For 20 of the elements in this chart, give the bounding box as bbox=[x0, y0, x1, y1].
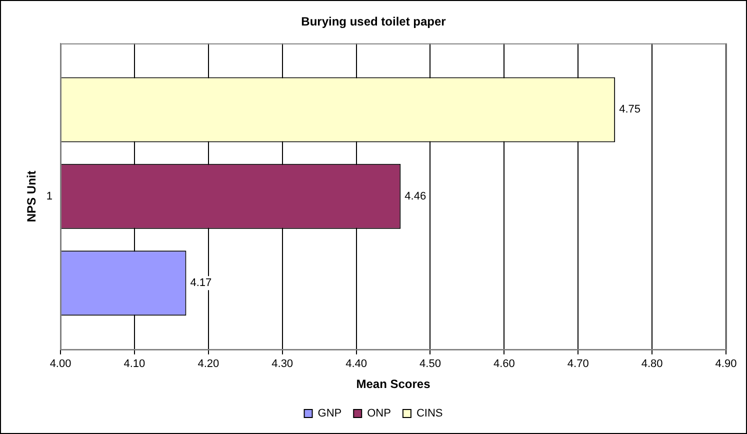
x-tick-label: 4.40 bbox=[346, 358, 367, 370]
y-tick-label: 1 bbox=[46, 190, 53, 202]
x-tick-label: 4.30 bbox=[272, 358, 294, 370]
x-tick-label: 4.90 bbox=[715, 358, 737, 370]
data-label: 4.17 bbox=[190, 277, 212, 290]
data-label: 4.75 bbox=[619, 104, 641, 116]
legend-label: GNP bbox=[318, 408, 342, 420]
x-tick-label: 4.60 bbox=[493, 358, 515, 370]
x-tick-label: 4.20 bbox=[198, 358, 220, 370]
legend-label: ONP bbox=[367, 408, 391, 420]
data-label: 4.46 bbox=[404, 190, 426, 202]
x-tick-label: 4.00 bbox=[50, 358, 72, 370]
y-axis-title: NPS Unit bbox=[24, 170, 39, 222]
x-axis-title: Mean Scores bbox=[356, 377, 431, 392]
x-tick-label: 4.10 bbox=[124, 358, 146, 370]
legend-label: CINS bbox=[416, 408, 443, 420]
x-tick-label: 4.70 bbox=[567, 358, 589, 370]
x-tick-label: 4.50 bbox=[420, 358, 441, 370]
x-tick-label: 4.80 bbox=[641, 358, 663, 370]
chart-title: Burying used toilet paper bbox=[301, 14, 446, 29]
